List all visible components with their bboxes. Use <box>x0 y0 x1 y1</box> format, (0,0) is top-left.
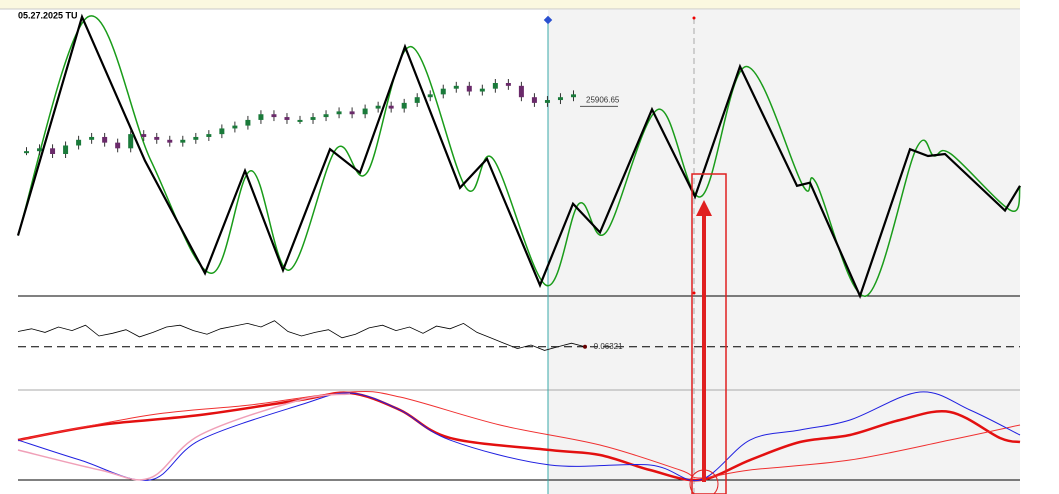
plot-area: 25906.65 -0.06321 <box>16 13 1021 482</box>
candle-body <box>557 97 563 101</box>
candle-body <box>219 128 225 135</box>
candle-body <box>518 85 524 98</box>
candle-body <box>76 139 82 146</box>
candle-body <box>323 114 329 118</box>
candle-body <box>492 83 498 89</box>
candle-body <box>89 136 95 140</box>
series-line <box>17 391 1021 482</box>
candle-body <box>24 151 30 154</box>
highlight-box <box>691 173 727 494</box>
cursor-dot <box>692 16 696 20</box>
candle-body <box>50 148 56 154</box>
last-value-dot <box>583 344 587 349</box>
cursor-dot <box>692 291 696 295</box>
last-value-label: -0.06321 <box>591 342 623 351</box>
series-line <box>17 390 1021 479</box>
candle-body <box>362 108 368 115</box>
candle-body <box>154 136 160 140</box>
series-line <box>17 393 351 481</box>
signal-circle <box>689 469 719 494</box>
date-label: 05.27.2025 TU <box>18 10 78 20</box>
candle-body <box>453 85 459 89</box>
candle-body <box>531 97 537 103</box>
candle-body <box>375 105 381 109</box>
candle-body <box>271 114 277 118</box>
candle-body <box>128 134 134 149</box>
last-price-label: 25906.65 <box>586 95 620 104</box>
candle-body <box>167 139 173 143</box>
smooth-line <box>17 15 1021 297</box>
candle-body <box>414 97 420 103</box>
candle-body <box>388 105 394 109</box>
candle-body <box>310 117 316 120</box>
series-line <box>17 391 1021 482</box>
top-strip <box>0 0 1020 9</box>
candle-body <box>180 139 186 143</box>
candle-body <box>193 136 199 140</box>
candle-body <box>102 136 108 143</box>
candle-body <box>544 100 550 103</box>
arrow-head <box>696 200 712 216</box>
candle-body <box>63 145 69 154</box>
series-line <box>16 13 1021 300</box>
candle-body <box>427 94 433 98</box>
candle-body <box>349 111 355 115</box>
candle-body <box>37 148 43 152</box>
candle-body <box>297 119 303 122</box>
candle-body <box>440 88 446 95</box>
candle-body <box>232 125 238 129</box>
candle-body <box>479 88 485 92</box>
candle-body <box>141 134 147 137</box>
candle-body <box>401 102 407 109</box>
candle-body <box>570 94 576 98</box>
candle-body <box>466 85 472 92</box>
candle-body <box>336 111 342 115</box>
oscillator-line <box>17 320 586 351</box>
candle-body <box>206 134 212 137</box>
future-region <box>548 10 1020 494</box>
candle-body <box>284 117 290 120</box>
candle-body <box>245 119 251 126</box>
candle-body <box>258 114 264 120</box>
candle-body <box>115 142 121 149</box>
candle-body <box>505 83 511 86</box>
